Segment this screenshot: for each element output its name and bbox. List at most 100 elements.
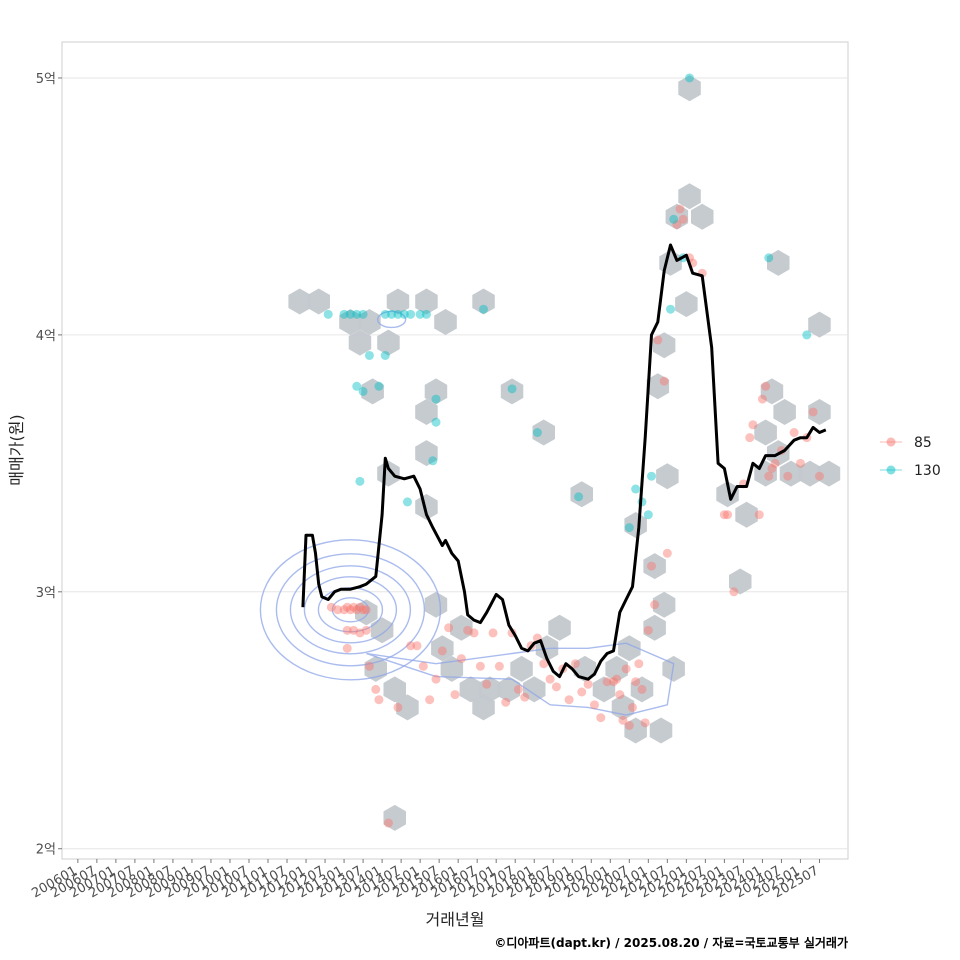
moving-average-line <box>301 243 827 681</box>
point-85-61 <box>637 684 647 694</box>
hexbin-57 <box>678 75 701 102</box>
point-85-10 <box>342 625 352 635</box>
density-contour-0 <box>331 597 370 623</box>
density-contour-2 <box>303 576 398 644</box>
hexbin-30 <box>472 694 495 721</box>
hexbin-layer <box>288 75 841 831</box>
point-85-59 <box>624 720 634 730</box>
point-130-20 <box>428 456 438 466</box>
point-85-52 <box>615 690 625 700</box>
point-85-74 <box>719 510 729 520</box>
point-85-50 <box>602 677 612 687</box>
hexbin-63 <box>773 399 796 425</box>
point-130-1 <box>339 309 349 319</box>
point-130-16 <box>358 386 368 396</box>
point-85-0 <box>326 602 336 612</box>
point-85-88 <box>795 458 805 468</box>
hexbin-47 <box>643 553 666 580</box>
point-130-23 <box>507 384 517 394</box>
point-85-80 <box>757 394 767 404</box>
hexbin-69 <box>729 568 752 595</box>
density-contour-7 <box>366 642 675 716</box>
point-85-69 <box>675 204 685 214</box>
hexbin-35 <box>548 614 571 641</box>
hexbin-71 <box>808 311 831 338</box>
hexbin-43 <box>649 717 673 744</box>
point-85-41 <box>545 674 555 684</box>
point-85-33 <box>494 661 504 671</box>
hexbin-17 <box>415 494 438 520</box>
point-85-65 <box>653 335 663 345</box>
hexbin-14 <box>532 419 555 446</box>
point-85-48 <box>589 700 599 710</box>
point-130-29 <box>643 510 653 520</box>
point-130-12 <box>479 304 489 314</box>
point-85-78 <box>745 433 755 443</box>
hexbin-37 <box>592 676 616 703</box>
point-85-36 <box>513 684 523 694</box>
point-85-54 <box>627 702 637 712</box>
point-85-64 <box>650 600 660 610</box>
point-130-10 <box>415 309 425 319</box>
point-85-79 <box>748 420 758 430</box>
point-130-8 <box>399 309 409 319</box>
hexbin-49 <box>656 463 679 490</box>
hexbin-33 <box>523 676 546 703</box>
hexbin-0 <box>288 288 311 315</box>
hexbin-42 <box>624 717 647 744</box>
hexbin-12 <box>415 399 438 425</box>
y-tick-label-2: 4억 <box>36 329 56 344</box>
point-130-21 <box>355 476 365 486</box>
point-130-4 <box>358 309 368 319</box>
point-85-75 <box>723 510 733 520</box>
hexbin-55 <box>678 183 701 210</box>
hexbin-10 <box>361 378 384 405</box>
point-130-35 <box>764 253 774 263</box>
scatter-points <box>323 73 824 828</box>
point-85-28 <box>463 625 473 635</box>
point-130-22 <box>402 497 412 507</box>
hexbin-1 <box>307 288 330 315</box>
hexbin-5 <box>415 288 438 315</box>
point-85-57 <box>612 674 622 684</box>
point-85-6 <box>352 605 362 615</box>
y-axis-ticks: 2억 3억 4억 5억 <box>36 72 62 858</box>
point-85-32 <box>488 628 498 638</box>
point-85-9 <box>361 605 371 615</box>
caption: ©디아파트(dapt.kr) / 2025.08.20 / 자료=국토교통부 실… <box>494 935 848 950</box>
point-85-12 <box>355 628 365 638</box>
point-85-84 <box>770 458 780 468</box>
point-130-9 <box>406 309 416 319</box>
moving-average-path <box>301 243 827 681</box>
hexbin-62 <box>754 419 777 446</box>
point-85-42 <box>551 682 561 692</box>
point-85-13 <box>361 625 371 635</box>
point-85-15 <box>364 661 374 671</box>
point-85-81 <box>761 381 771 391</box>
point-85-92 <box>754 510 764 520</box>
point-85-8 <box>358 605 368 615</box>
hexbin-6 <box>434 309 457 335</box>
point-85-20 <box>412 641 422 651</box>
point-85-3 <box>342 602 352 612</box>
point-85-90 <box>808 407 818 417</box>
hexbin-15 <box>415 440 438 467</box>
point-130-34 <box>685 73 695 83</box>
point-85-45 <box>570 659 580 669</box>
point-130-17 <box>374 381 384 391</box>
hexbin-7 <box>472 288 495 315</box>
point-85-17 <box>374 695 384 705</box>
density-contour-3 <box>289 565 412 655</box>
hexbin-56 <box>691 203 714 230</box>
point-85-7 <box>355 602 365 612</box>
point-85-93 <box>383 818 393 828</box>
legend-key-130-dot <box>886 465 896 475</box>
hexbin-22 <box>383 676 406 703</box>
hexbin-28 <box>459 676 483 703</box>
hexbin-45 <box>643 614 666 641</box>
hexbin-19 <box>355 599 378 626</box>
point-85-91 <box>814 471 824 481</box>
y-axis-title: 매매가(원) <box>7 414 26 485</box>
point-85-18 <box>393 702 403 712</box>
